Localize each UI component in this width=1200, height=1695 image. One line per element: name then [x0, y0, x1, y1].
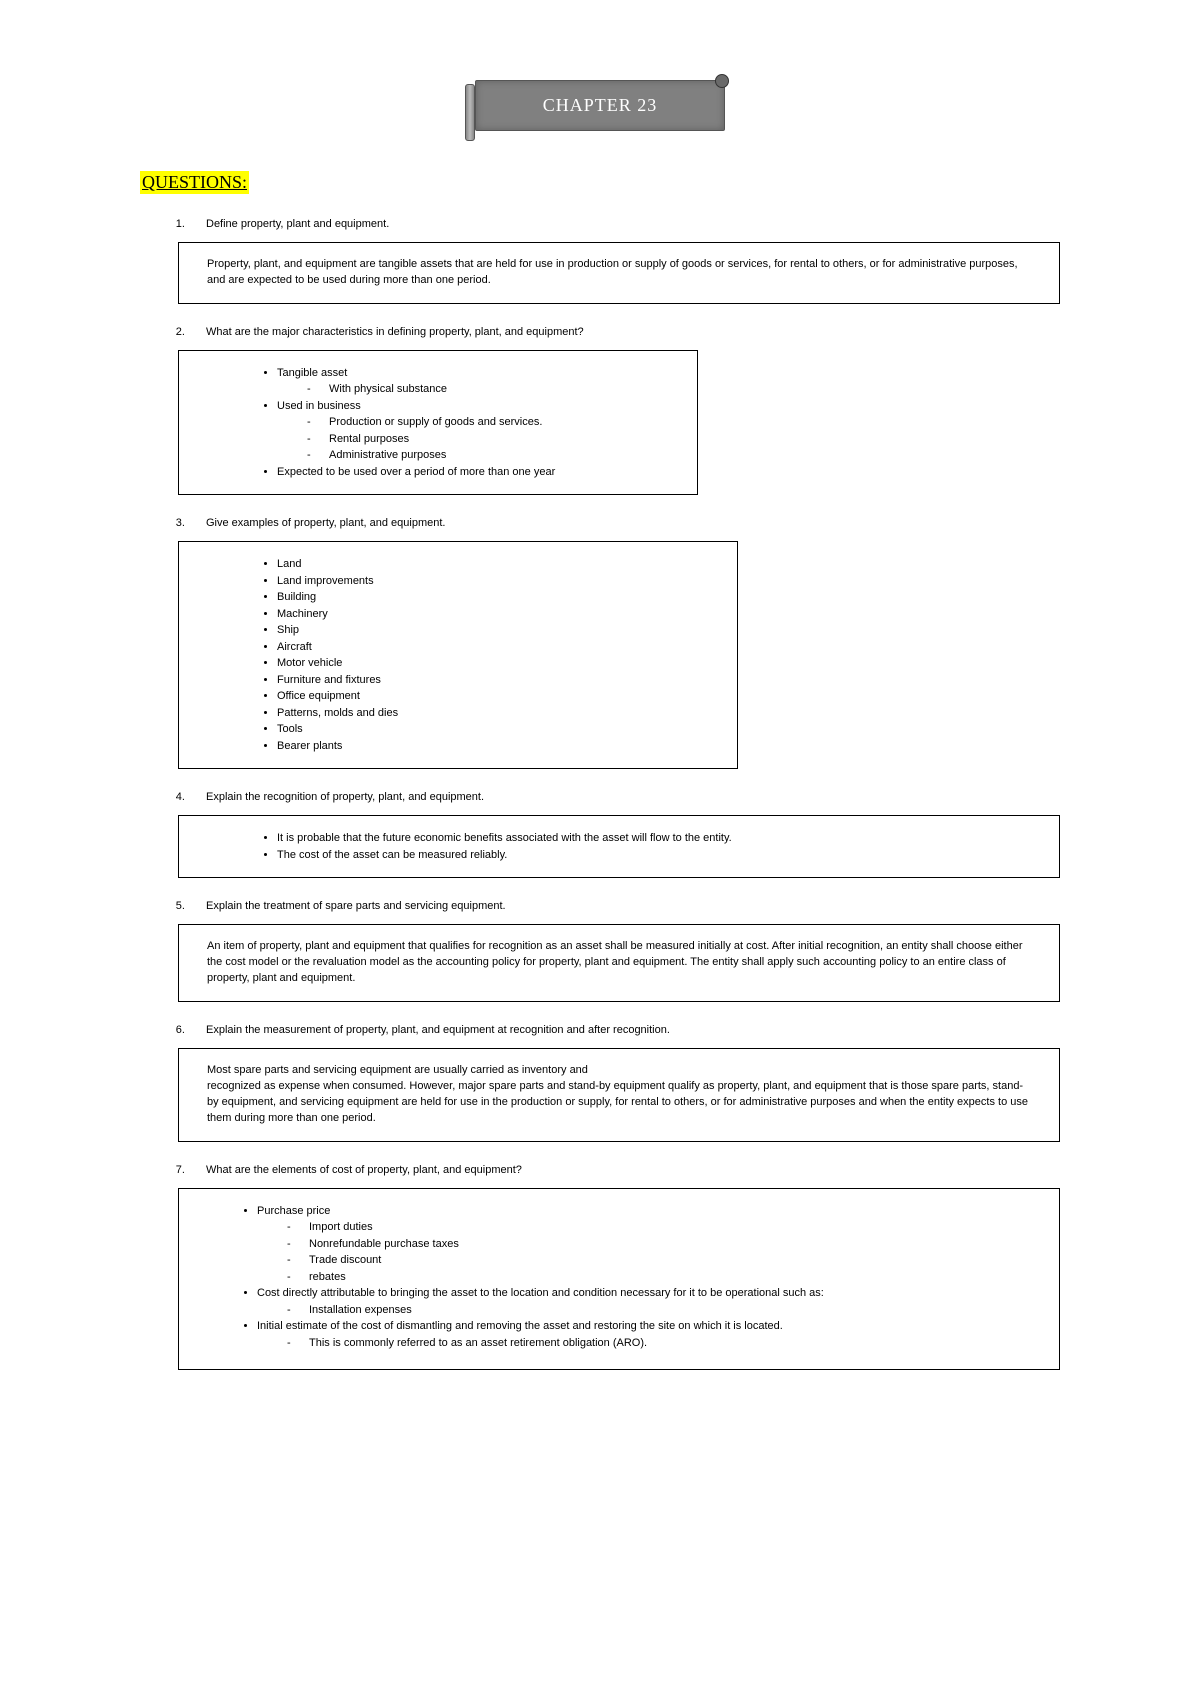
- answer-box-2: Tangible asset With physical substance U…: [178, 350, 698, 496]
- answer-box-6: Most spare parts and servicing equipment…: [178, 1048, 1060, 1142]
- q7-bullet-3: Initial estimate of the cost of dismantl…: [257, 1318, 1031, 1351]
- q7-b1-sub3: Trade discount: [287, 1252, 1031, 1269]
- q3-item-6: Aircraft: [277, 639, 709, 656]
- q7-bullet-2: Cost directly attributable to bringing t…: [257, 1285, 1031, 1318]
- q4-bullet-1: It is probable that the future economic …: [277, 830, 1031, 847]
- q2-bullet-3: Expected to be used over a period of mor…: [277, 464, 669, 481]
- question-4: Explain the recognition of property, pla…: [188, 791, 1060, 878]
- answer-box-1: Property, plant, and equipment are tangi…: [178, 242, 1060, 304]
- scroll-decoration-left: [465, 84, 475, 141]
- question-7: What are the elements of cost of propert…: [188, 1164, 1060, 1371]
- q2-b2-sub2: Rental purposes: [307, 431, 669, 448]
- q2-bullet-2: Used in business Production or supply of…: [277, 398, 669, 464]
- q2-b2-sub3: Administrative purposes: [307, 447, 669, 464]
- question-3-text: Give examples of property, plant, and eq…: [206, 517, 1060, 529]
- q3-item-9: Office equipment: [277, 688, 709, 705]
- q7-b2-text: Cost directly attributable to bringing t…: [257, 1287, 824, 1299]
- answer-box-5: An item of property, plant and equipment…: [178, 924, 1060, 1002]
- question-1: Define property, plant and equipment. Pr…: [188, 218, 1060, 304]
- question-4-text: Explain the recognition of property, pla…: [206, 791, 1060, 803]
- q3-item-7: Motor vehicle: [277, 655, 709, 672]
- q7-b3-sub1: This is commonly referred to as an asset…: [287, 1335, 1031, 1352]
- q7-b1-text: Purchase price: [257, 1205, 330, 1217]
- section-heading: QUESTIONS:: [140, 171, 249, 194]
- q4-bullet-2: The cost of the asset can be measured re…: [277, 847, 1031, 864]
- q2-b1-text: Tangible asset: [277, 367, 347, 379]
- questions-list: Define property, plant and equipment. Pr…: [140, 218, 1060, 1370]
- answer-6-line1: Most spare parts and servicing equipment…: [207, 1063, 1031, 1079]
- answer-box-3: Land Land improvements Building Machiner…: [178, 541, 738, 769]
- q3-item-10: Patterns, molds and dies: [277, 705, 709, 722]
- q3-item-4: Machinery: [277, 606, 709, 623]
- q2-bullet-1: Tangible asset With physical substance: [277, 365, 669, 398]
- question-2: What are the major characteristics in de…: [188, 326, 1060, 496]
- q3-item-2: Land improvements: [277, 573, 709, 590]
- q3-item-1: Land: [277, 556, 709, 573]
- answer-5-text: An item of property, plant and equipment…: [207, 940, 1022, 984]
- q7-b1-sub2: Nonrefundable purchase taxes: [287, 1236, 1031, 1253]
- q3-item-5: Ship: [277, 622, 709, 639]
- question-3: Give examples of property, plant, and eq…: [188, 517, 1060, 769]
- q7-b2-sub1: Installation expenses: [287, 1302, 1031, 1319]
- answer-box-4: It is probable that the future economic …: [178, 815, 1060, 878]
- q7-b3-text: Initial estimate of the cost of dismantl…: [257, 1320, 783, 1332]
- q7-b1-sub1: Import duties: [287, 1219, 1031, 1236]
- answer-1-text: Property, plant, and equipment are tangi…: [207, 258, 1018, 286]
- q7-b1-sub4: rebates: [287, 1269, 1031, 1286]
- q2-b2-text: Used in business: [277, 400, 361, 412]
- question-2-text: What are the major characteristics in de…: [206, 326, 1060, 338]
- q3-item-3: Building: [277, 589, 709, 606]
- q2-b2-sub1: Production or supply of goods and servic…: [307, 414, 669, 431]
- chapter-banner: CHAPTER 23: [475, 80, 725, 131]
- answer-box-7: Purchase price Import duties Nonrefundab…: [178, 1188, 1060, 1371]
- question-6-text: Explain the measurement of property, pla…: [206, 1024, 1060, 1036]
- question-1-text: Define property, plant and equipment.: [206, 218, 1060, 230]
- answer-6-line2: recognized as expense when consumed. How…: [207, 1079, 1031, 1127]
- question-5: Explain the treatment of spare parts and…: [188, 900, 1060, 1002]
- chapter-title: CHAPTER 23: [475, 80, 725, 131]
- q3-item-8: Furniture and fixtures: [277, 672, 709, 689]
- question-6: Explain the measurement of property, pla…: [188, 1024, 1060, 1142]
- question-7-text: What are the elements of cost of propert…: [206, 1164, 1060, 1176]
- q2-b1-sub1: With physical substance: [307, 381, 669, 398]
- q3-item-11: Tools: [277, 721, 709, 738]
- q3-item-12: Bearer plants: [277, 738, 709, 755]
- scroll-decoration-cap: [715, 74, 729, 88]
- question-5-text: Explain the treatment of spare parts and…: [206, 900, 1060, 912]
- q7-bullet-1: Purchase price Import duties Nonrefundab…: [257, 1203, 1031, 1286]
